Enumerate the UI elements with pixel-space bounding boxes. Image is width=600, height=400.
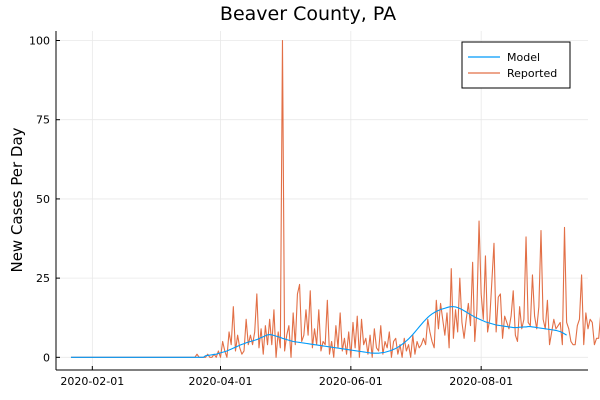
legend-label-reported: Reported [507,67,557,80]
legend-label-model: Model [507,51,540,64]
legend: Model Reported [461,41,571,89]
x-tick-label: 2020-02-01 [60,375,124,388]
series-layer [70,39,600,358]
x-tick-label: 2020-08-01 [449,375,513,388]
chart-title: Beaver County, PA [220,3,396,25]
y-tick-label: 75 [36,114,50,127]
y-tick-label: 25 [36,272,50,285]
y-axis-label: New Cases Per Day [8,127,26,272]
x-tick-label: 2020-06-01 [319,375,383,388]
y-ticks: 0 25 50 75 100 [29,35,60,364]
y-tick-label: 100 [29,35,50,48]
legend-box [461,41,571,89]
y-tick-label: 0 [43,351,50,364]
series-line-model [70,306,567,358]
x-ticks: 2020-02-01 2020-04-01 2020-06-01 2020-08-01 [60,366,513,388]
y-tick-label: 50 [36,193,50,206]
axes [55,31,588,371]
x-tick-label: 2020-04-01 [189,375,253,388]
